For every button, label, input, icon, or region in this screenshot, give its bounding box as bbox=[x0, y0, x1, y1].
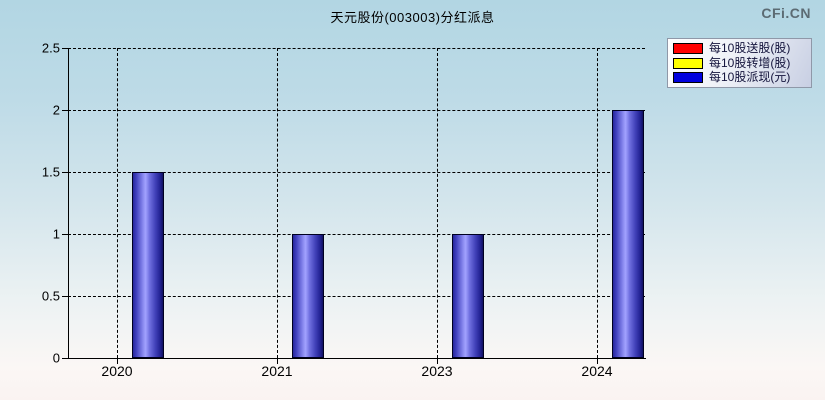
legend-item-label: 每10股派现(元) bbox=[709, 70, 791, 84]
legend-item-label: 每10股送股(股) bbox=[709, 41, 791, 55]
x-axis-tick bbox=[277, 358, 278, 364]
y-gridline bbox=[68, 110, 645, 111]
y-axis-tick-label: 2 bbox=[52, 102, 60, 118]
legend-item: 每10股派现(元) bbox=[673, 71, 806, 84]
y-axis-tick bbox=[62, 296, 68, 297]
dividend-bar bbox=[292, 234, 324, 358]
x-gridline bbox=[117, 48, 118, 358]
y-axis-tick bbox=[62, 172, 68, 173]
chart-title: 天元股份(003003)分红派息 bbox=[330, 10, 495, 25]
legend-item: 每10股转增(股) bbox=[673, 55, 806, 70]
y-gridline bbox=[68, 296, 645, 297]
dividend-bar bbox=[132, 172, 164, 358]
y-axis-tick-label: 2.5 bbox=[41, 40, 60, 56]
y-axis-line bbox=[68, 48, 69, 358]
y-gridline bbox=[68, 48, 645, 49]
legend-item-label: 每10股转增(股) bbox=[709, 55, 791, 70]
x-axis-tick-label: 2023 bbox=[421, 363, 453, 379]
legend-swatch bbox=[673, 43, 703, 54]
legend-item: 每10股送股(股) bbox=[673, 42, 806, 55]
y-axis-tick-label: 0.5 bbox=[41, 288, 60, 304]
y-axis-tick-label: 1.5 bbox=[41, 164, 60, 180]
y-axis-tick bbox=[62, 110, 68, 111]
y-axis-tick bbox=[62, 358, 68, 359]
legend-swatch bbox=[673, 57, 703, 69]
x-axis-tick bbox=[117, 358, 118, 364]
x-axis-tick bbox=[437, 358, 438, 364]
dividend-bar bbox=[452, 234, 484, 358]
x-axis-tick-label: 2021 bbox=[261, 363, 293, 379]
y-axis-tick bbox=[62, 234, 68, 235]
y-axis-tick bbox=[62, 48, 68, 49]
y-axis-tick-label: 0 bbox=[52, 350, 60, 366]
x-axis-tick bbox=[597, 358, 598, 364]
dividend-bar bbox=[612, 110, 644, 358]
x-axis-tick-label: 2020 bbox=[101, 363, 133, 379]
y-gridline bbox=[68, 172, 645, 173]
x-gridline bbox=[277, 48, 278, 358]
x-gridline bbox=[597, 48, 598, 358]
y-axis-tick-label: 1 bbox=[52, 226, 60, 242]
x-axis-tick-label: 2024 bbox=[581, 363, 613, 379]
x-gridline bbox=[437, 48, 438, 358]
x-axis-line bbox=[68, 358, 646, 359]
y-gridline bbox=[68, 234, 645, 235]
legend-swatch bbox=[673, 72, 703, 83]
legend: 每10股送股(股) 每10股转增(股) 每10股派现(元) bbox=[667, 38, 812, 88]
site-watermark: CFi.CN bbox=[761, 5, 811, 21]
